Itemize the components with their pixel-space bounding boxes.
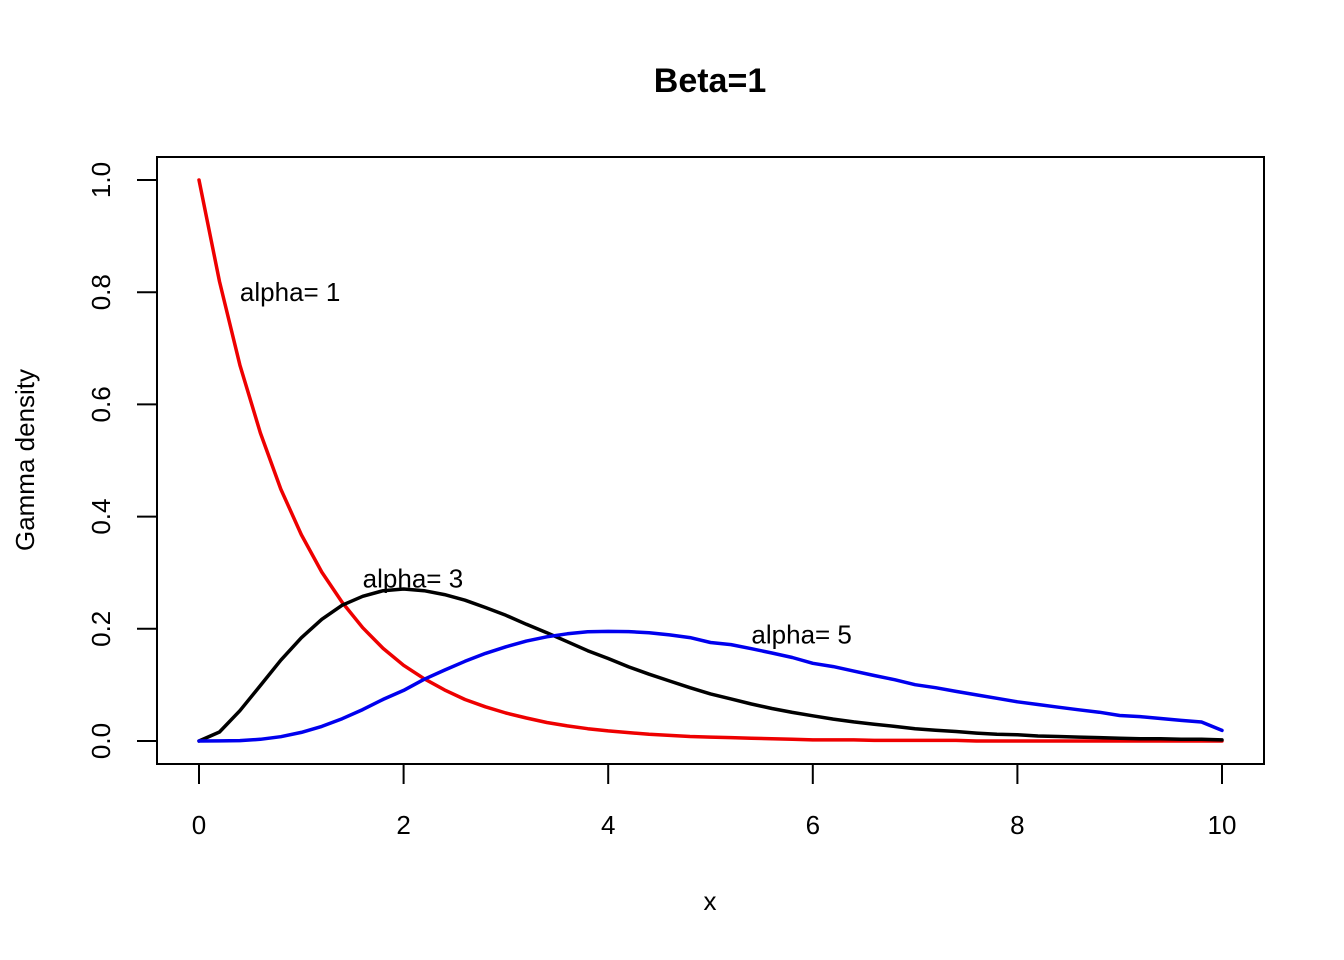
- y-tick-label: 1.0: [86, 162, 116, 198]
- series-layer: [197, 178, 1224, 743]
- annotation-label: alpha= 3: [363, 563, 463, 593]
- chart-title: Beta=1: [654, 62, 766, 100]
- series-line-2: [197, 629, 1224, 743]
- series-line-0: [197, 178, 1224, 743]
- y-axis-label: Gamma density: [10, 369, 40, 551]
- y-tick-label: 0.8: [86, 274, 116, 310]
- y-tick-label: 0.0: [86, 723, 116, 759]
- plot-frame: [156, 156, 1265, 765]
- x-tick-label: 8: [1010, 810, 1024, 840]
- x-tick-label: 0: [192, 810, 206, 840]
- y-axis: 0.0 0.2 0.4 0.6 0.8 1.0: [86, 162, 158, 759]
- annotation-layer: alpha= 1 alpha= 3 alpha= 5: [240, 277, 852, 649]
- y-tick-label: 0.6: [86, 386, 116, 422]
- annotation-label: alpha= 5: [751, 619, 851, 649]
- x-axis: 0 2 4 6 8 10: [192, 763, 1237, 840]
- y-tick-label: 0.2: [86, 611, 116, 647]
- x-axis-label: x: [704, 886, 717, 916]
- annotation-label: alpha= 1: [240, 277, 340, 307]
- series-line-1: [197, 587, 1224, 743]
- x-tick-label: 10: [1208, 810, 1237, 840]
- x-tick-label: 6: [806, 810, 820, 840]
- x-tick-label: 4: [601, 810, 615, 840]
- x-tick-label: 2: [396, 810, 410, 840]
- y-tick-label: 0.4: [86, 499, 116, 535]
